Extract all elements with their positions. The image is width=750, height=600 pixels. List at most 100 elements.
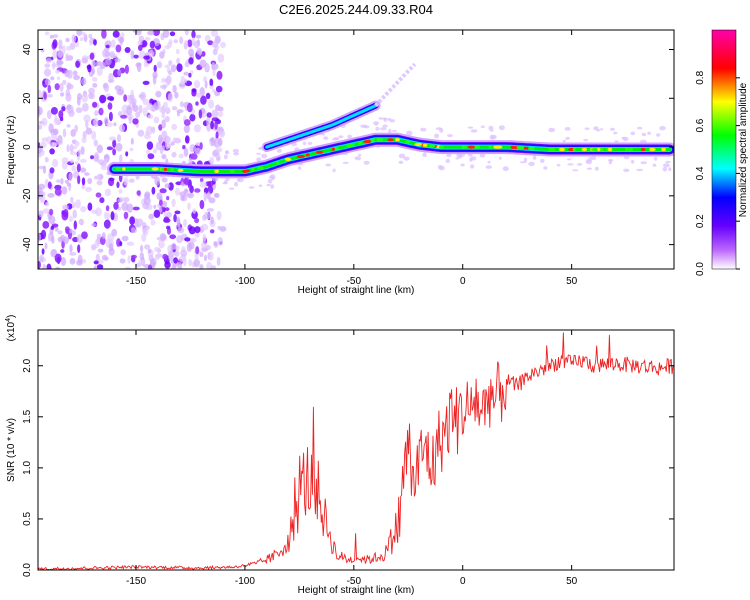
noise-speck <box>204 80 208 89</box>
noise-speck <box>99 94 107 104</box>
noise-speck <box>40 191 46 198</box>
band-hotspot <box>151 167 159 171</box>
noise-speck <box>88 92 94 100</box>
noise-speck <box>144 133 151 140</box>
x-tick-label: -100 <box>235 576 255 587</box>
noise-speck <box>51 236 55 244</box>
halo-speck <box>258 184 263 187</box>
noise-speck <box>76 163 81 173</box>
x-tick-label: -50 <box>347 276 362 287</box>
noise-speck <box>87 202 93 211</box>
noise-speck <box>115 142 123 152</box>
noise-speck <box>176 235 184 244</box>
noise-speck <box>47 181 52 189</box>
noise-speck <box>179 101 184 108</box>
noise-speck <box>74 124 79 133</box>
noise-speck <box>135 111 141 118</box>
halo-speck <box>434 133 440 139</box>
noise-speck <box>132 206 140 211</box>
noise-speck <box>195 93 203 98</box>
noise-speck <box>200 241 207 249</box>
noise-speck <box>187 202 191 211</box>
halo-speck <box>489 134 495 140</box>
noise-speck <box>168 39 173 45</box>
noise-speck <box>211 62 216 71</box>
noise-speck <box>159 106 165 113</box>
noise-speck <box>191 30 196 39</box>
noise-speck <box>208 251 214 261</box>
noise-speck <box>100 161 107 167</box>
halo-speck <box>256 152 261 155</box>
y-tick-label: 0.0 <box>22 563 33 577</box>
noise-speck <box>44 68 51 77</box>
noise-speck <box>49 208 54 216</box>
noise-speck <box>112 30 120 38</box>
noise-speck <box>210 120 215 130</box>
halo-speck <box>269 174 276 180</box>
noise-speck <box>65 37 70 43</box>
noise-speck <box>219 130 225 137</box>
band-hotspot <box>296 154 305 159</box>
noise-speck <box>130 227 136 233</box>
x-tick-label: -50 <box>347 576 362 587</box>
noise-speck <box>47 233 52 242</box>
noise-speck <box>146 141 154 150</box>
halo-speck <box>347 134 352 139</box>
noise-speck <box>163 211 168 217</box>
noise-speck <box>83 114 91 123</box>
noise-speck <box>143 196 151 205</box>
halo-speck <box>460 163 465 167</box>
noise-speck <box>84 172 90 176</box>
spectrogram-y-axis-label: Frequency (Hz) <box>6 116 17 185</box>
noise-speck <box>143 55 151 60</box>
noise-speck <box>66 124 71 128</box>
noise-speck <box>162 30 170 38</box>
noise-speck <box>171 198 176 208</box>
noise-speck <box>56 76 61 81</box>
band-hotspot <box>528 146 535 151</box>
noise-speck <box>173 257 179 264</box>
noise-speck <box>133 104 139 112</box>
halo-speck <box>363 160 370 165</box>
noise-speck <box>187 192 195 199</box>
noise-speck <box>142 107 148 117</box>
noise-speck <box>45 202 50 207</box>
noise-speck <box>156 236 164 241</box>
noise-speck <box>104 188 111 197</box>
noise-speck <box>48 215 56 225</box>
noise-speck <box>74 140 80 147</box>
noise-speck <box>150 219 156 226</box>
noise-speck <box>103 153 110 163</box>
noise-speck <box>38 124 43 130</box>
noise-speck <box>208 197 216 204</box>
colorbar: 0.0 0.2 0.4 0.6 0.8 Normalized spectral ampl… <box>695 29 749 276</box>
noise-speck <box>152 30 160 36</box>
noise-speck <box>216 256 221 266</box>
noise-speck <box>151 186 156 195</box>
noise-speck <box>109 51 115 59</box>
halo-speck <box>652 163 657 167</box>
noise-speck <box>182 257 187 267</box>
noise-speck <box>142 80 150 85</box>
noise-speck <box>101 30 107 39</box>
noise-speck <box>199 59 207 68</box>
noise-speck <box>46 263 52 269</box>
noise-speck <box>42 221 50 229</box>
noise-speck <box>212 88 216 93</box>
noise-speck <box>85 186 92 192</box>
noise-speck <box>49 148 55 155</box>
noise-speck <box>56 137 60 143</box>
band-hotspot <box>350 143 355 147</box>
noise-speck <box>168 250 175 258</box>
noise-speck <box>216 111 224 117</box>
x-tick-label: -150 <box>126 276 146 287</box>
band-hotspot <box>177 168 184 172</box>
halo-speck <box>234 181 239 187</box>
noise-speck <box>47 84 52 94</box>
noise-speck <box>183 189 189 193</box>
noise-speck <box>117 111 123 117</box>
noise-speck <box>52 39 58 49</box>
halo-speck <box>248 186 255 189</box>
noise-speck <box>147 264 153 269</box>
noise-speck <box>65 92 72 102</box>
